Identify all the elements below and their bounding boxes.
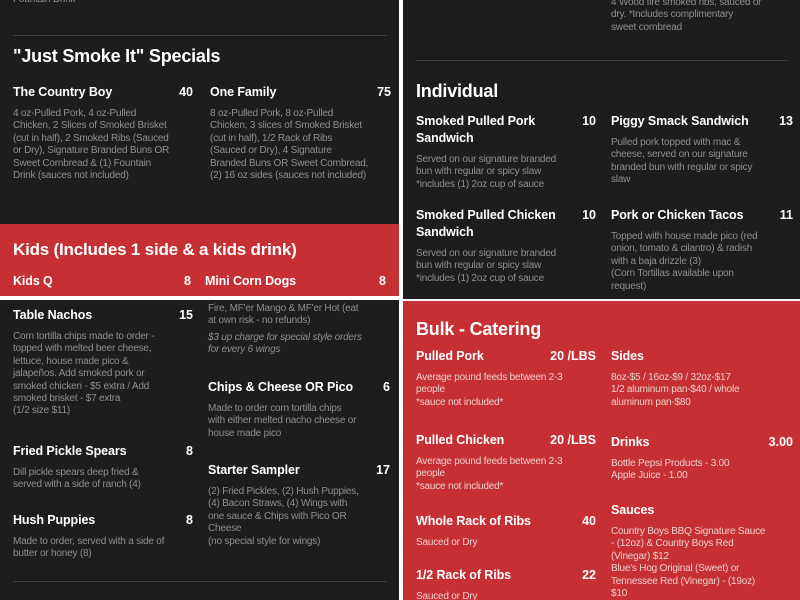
menu-item-half-rack-of-ribs: 1/2 Rack of Ribs 22 Sauced or Dry	[416, 567, 596, 600]
kids-section-band: Kids (Includes 1 side & a kids drink) Ki…	[0, 224, 399, 296]
item-price: 20 /LBS	[550, 349, 596, 363]
section-divider	[13, 35, 387, 36]
item-price: 17	[376, 463, 390, 477]
item-description: Served on our signature branded bun with…	[416, 247, 557, 284]
item-price: 10	[582, 208, 596, 222]
item-name: Kids Q	[13, 274, 53, 288]
item-name: Drinks	[611, 435, 650, 449]
item-description: Sauced or Dry	[416, 590, 478, 600]
item-description: Made to order, served with a side of but…	[13, 535, 165, 560]
item-price: 8	[379, 274, 386, 288]
item-description: 4 oz-Pulled Pork, 4 oz-Pulled Chicken, 2…	[13, 107, 170, 181]
section-title-kids: Kids (Includes 1 side & a kids drink)	[13, 240, 297, 259]
item-price: 15	[179, 308, 193, 322]
item-name: Mini Corn Dogs	[205, 274, 296, 288]
item-price: 3.00	[768, 435, 793, 449]
menu-item-sides: Sides 8oz-$5 / 16oz-$9 / 32oz-$17 1/2 al…	[611, 348, 793, 409]
section-divider	[13, 581, 387, 582]
item-price: 22	[582, 568, 596, 582]
item-name: Smoked Pulled Pork Sandwich	[416, 114, 536, 145]
menu-item-smoked-pulled-chicken-sandwich: Smoked Pulled Chicken Sandwich 10 Served…	[416, 207, 596, 285]
item-price: 20 /LBS	[550, 433, 596, 447]
panel-specials: Fountain Drink "Just Smoke It" Specials …	[0, 0, 399, 296]
item-description: Bottle Pepsi Products - 3.00 Apple Juice…	[611, 457, 730, 482]
item-description: Served on our signature branded bun with…	[416, 153, 557, 190]
menu-item-pork-or-chicken-tacos: Pork or Chicken Tacos 11 Topped with hou…	[611, 207, 793, 293]
menu-item-fried-pickle-spears: Fried Pickle Spears 8 Dill pickle spears…	[13, 443, 193, 492]
item-price: 11	[779, 208, 793, 222]
item-name: Sides	[611, 349, 644, 363]
item-price: 40	[179, 85, 193, 99]
menu-item-whole-rack-of-ribs: Whole Rack of Ribs 40 Sauced or Dry	[416, 513, 596, 549]
wings-upcharge-note: $3 up charge for special style orders fo…	[208, 332, 362, 356]
item-description: 8oz-$5 / 16oz-$9 / 32oz-$17 1/2 aluminum…	[611, 371, 740, 408]
menu-item-pulled-pork: Pulled Pork 20 /LBS Average pound feeds …	[416, 348, 596, 409]
menu-item-chips-and-cheese-or-pico: Chips & Cheese OR Pico 6 Made to order c…	[208, 379, 390, 440]
item-description: (2) Fried Pickles, (2) Hush Puppies, (4)…	[208, 485, 359, 547]
menu-item-sauces: Sauces Country Boys BBQ Signature Sauce …	[611, 502, 793, 600]
item-name: Pulled Pork	[416, 349, 484, 363]
panel-individual: 4 Wood fire smoked ribs, sauced or dry. …	[403, 0, 800, 299]
menu-item-smoked-pulled-pork-sandwich: Smoked Pulled Pork Sandwich 10 Served on…	[416, 113, 596, 191]
clipped-description-wings: Fire, MF'er Mango & MF'er Hot (eat at ow…	[208, 303, 359, 327]
menu-item-starter-sampler: Starter Sampler 17 (2) Fried Pickles, (2…	[208, 462, 390, 548]
item-price: 8	[184, 274, 191, 288]
item-name: 1/2 Rack of Ribs	[416, 568, 511, 582]
item-name: The Country Boy	[13, 85, 113, 99]
menu-item-mini-corn-dogs: Mini Corn Dogs 8	[205, 273, 386, 290]
item-price: 40	[582, 514, 596, 528]
panel-starters: Table Nachos 15 Corn tortilla chips made…	[0, 300, 399, 600]
menu-item-the-country-boy: The Country Boy 40 4 oz-Pulled Pork, 4 o…	[13, 84, 193, 182]
item-name: Hush Puppies	[13, 513, 96, 527]
menu-item-table-nachos: Table Nachos 15 Corn tortilla chips made…	[13, 307, 193, 418]
item-description: Country Boys BBQ Signature Sauce - (12oz…	[611, 525, 766, 599]
item-description: 8 oz-Pulled Pork, 8 oz-Pulled Chicken, 3…	[210, 107, 369, 181]
item-name: Table Nachos	[13, 308, 93, 322]
item-price: 10	[582, 114, 596, 128]
menu-item-piggy-smack-sandwich: Piggy Smack Sandwich 13 Pulled pork topp…	[611, 113, 793, 187]
item-name: Pulled Chicken	[416, 433, 505, 447]
item-description: Average pound feeds between 2-3 people *…	[416, 455, 563, 492]
section-title-bulk-catering: Bulk - Catering	[416, 319, 542, 339]
menu-item-kids-q: Kids Q 8	[13, 273, 191, 290]
item-name: Fried Pickle Spears	[13, 444, 127, 458]
item-description: Topped with house made pico (red onion, …	[611, 230, 758, 292]
item-price: 13	[779, 114, 793, 128]
menu-item-one-family: One Family 75 8 oz-Pulled Pork, 8 oz-Pul…	[210, 84, 391, 182]
kids-items-row: Kids Q 8 Mini Corn Dogs 8	[13, 273, 386, 290]
panel-bulk-catering: Bulk - Catering Pulled Pork 20 /LBS Aver…	[403, 301, 800, 600]
menu-item-pulled-chicken: Pulled Chicken 20 /LBS Average pound fee…	[416, 432, 596, 493]
item-name: Smoked Pulled Chicken Sandwich	[416, 208, 556, 239]
item-description: Made to order corn tortilla chips with e…	[208, 402, 357, 439]
item-description: Average pound feeds between 2-3 people *…	[416, 371, 563, 408]
item-description: Dill pickle spears deep fried & served w…	[13, 466, 141, 491]
item-price: 8	[186, 444, 193, 458]
item-name: One Family	[210, 85, 277, 99]
item-name: Sauces	[611, 503, 655, 517]
menu-item-drinks: Drinks 3.00 Bottle Pepsi Products - 3.00…	[611, 434, 793, 483]
item-price: 6	[383, 380, 390, 394]
item-price: 75	[377, 85, 391, 99]
item-price: 8	[186, 513, 193, 527]
item-name: Chips & Cheese OR Pico	[208, 380, 354, 394]
item-description: Corn tortilla chips made to order - topp…	[13, 330, 155, 417]
item-name: Pork or Chicken Tacos	[611, 208, 744, 222]
section-title-specials: "Just Smoke It" Specials	[13, 46, 221, 66]
item-name: Piggy Smack Sandwich	[611, 114, 749, 128]
item-description: Sauced or Dry	[416, 536, 478, 548]
clipped-description-ribs: 4 Wood fire smoked ribs, sauced or dry. …	[611, 0, 762, 33]
clipped-item-fountain-drink: Fountain Drink	[13, 0, 75, 6]
section-title-individual: Individual	[416, 81, 499, 101]
item-name: Starter Sampler	[208, 463, 300, 477]
item-name: Whole Rack of Ribs	[416, 514, 531, 528]
item-description: Pulled pork topped with mac & cheese, se…	[611, 136, 753, 186]
section-divider	[416, 60, 788, 61]
menu-item-hush-puppies: Hush Puppies 8 Made to order, served wit…	[13, 512, 193, 561]
